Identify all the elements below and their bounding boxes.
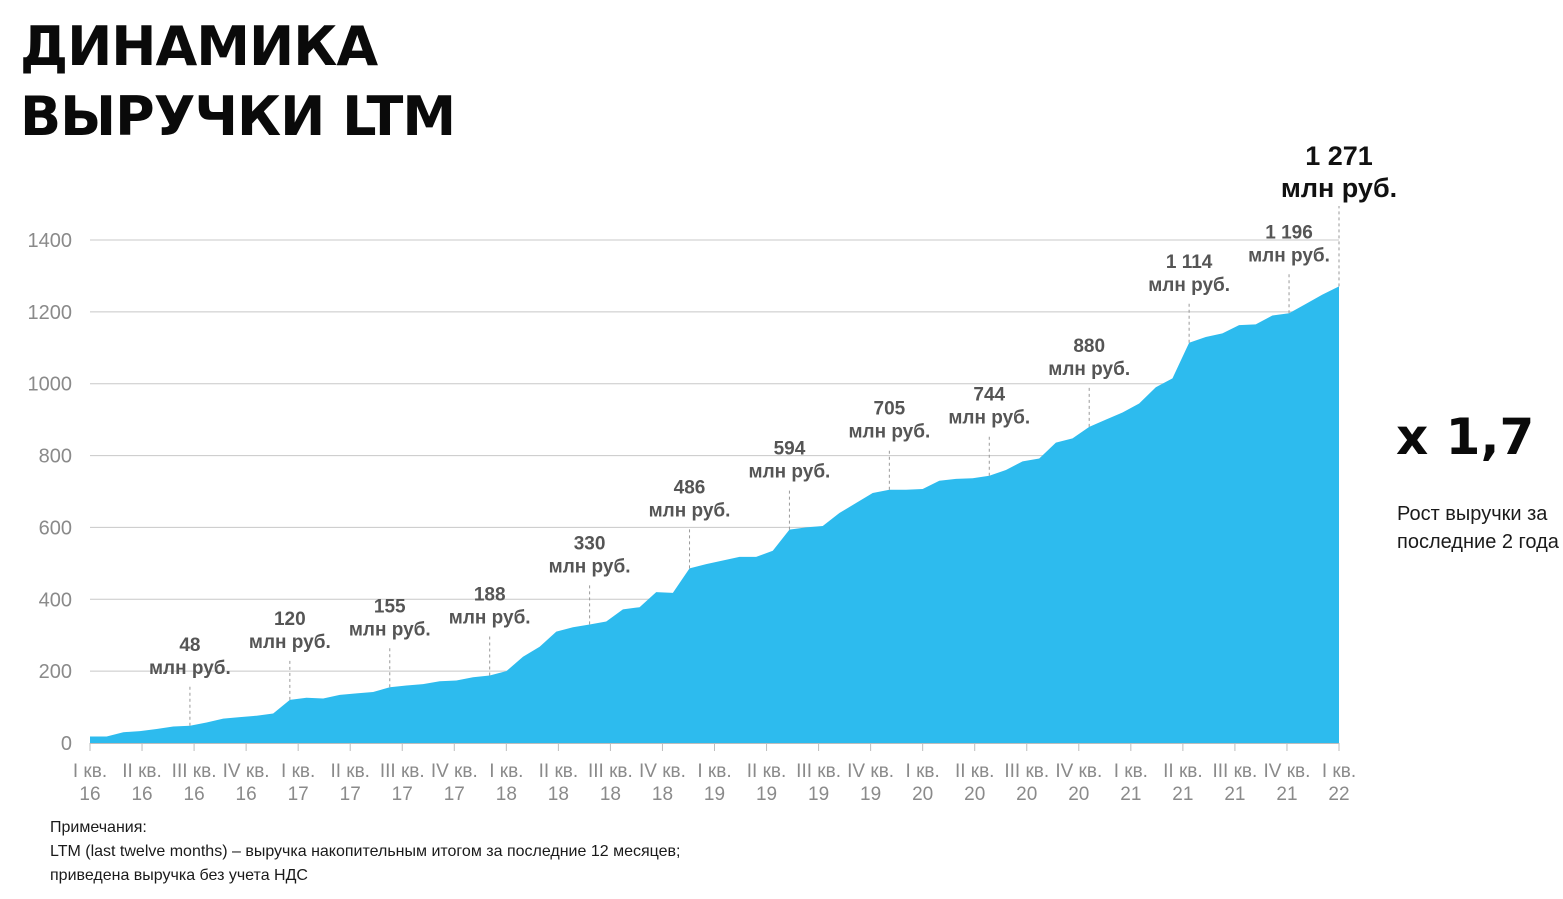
x-tick-year-21: 21 [1172, 784, 1193, 805]
chart-area-series [90, 286, 1339, 743]
callout-value-final: 1 271 [1305, 141, 1373, 171]
y-tick-label-1400: 1400 [28, 230, 73, 252]
x-tick-quarter-14: III кв. [796, 761, 841, 782]
x-tick-year-16: 20 [912, 784, 933, 805]
callout-unit-4: млн руб. [549, 556, 631, 577]
callout-value-7: 705 [874, 399, 906, 420]
revenue-area [90, 286, 1339, 743]
chart-y-axis: 0 200 400 600 800 1000 1200 1400 [28, 230, 73, 755]
callout-value-4: 330 [574, 533, 606, 554]
y-tick-label-1000: 1000 [28, 374, 73, 396]
x-tick-year-10: 18 [600, 784, 621, 805]
x-tick-quarter-20: I кв. [1114, 761, 1148, 782]
y-tick-label-600: 600 [39, 517, 72, 539]
callout-value-0: 48 [179, 635, 200, 656]
x-tick-year-13: 19 [756, 784, 777, 805]
callout-unit-3: млн руб. [449, 607, 531, 628]
x-tick-year-5: 17 [340, 784, 361, 805]
x-tick-quarter-17: II кв. [955, 761, 995, 782]
callout-unit-5: млн руб. [649, 500, 731, 521]
y-tick-label-0: 0 [61, 733, 72, 755]
callout-unit-9: млн руб. [1048, 359, 1130, 380]
footnotes: Примечания: LTM (last twelve months) – в… [50, 816, 680, 888]
callout-unit-2: млн руб. [349, 619, 431, 640]
callout-value-10: 1 114 [1166, 252, 1213, 273]
title-line-1: ДИНАМИКА [20, 15, 378, 78]
x-tick-quarter-11: IV кв. [639, 761, 686, 782]
callout-unit-final: млн руб. [1281, 173, 1397, 203]
notes-line-2: приведена выручка без учета НДС [50, 867, 308, 884]
x-tick-year-3: 16 [236, 784, 257, 805]
x-tick-quarter-18: III кв. [1004, 761, 1049, 782]
page-title: ДИНАМИКА ВЫРУЧКИ LTM [20, 12, 456, 152]
x-tick-year-8: 18 [496, 784, 517, 805]
x-tick-quarter-13: II кв. [747, 761, 787, 782]
callout-value-9: 880 [1073, 336, 1105, 357]
x-tick-quarter-0: I кв. [73, 761, 107, 782]
callout-unit-6: млн руб. [749, 462, 831, 483]
x-tick-quarter-10: III кв. [588, 761, 633, 782]
x-tick-quarter-5: II кв. [330, 761, 370, 782]
x-tick-year-19: 20 [1068, 784, 1089, 805]
callout-unit-1: млн руб. [249, 632, 331, 653]
x-tick-quarter-15: IV кв. [847, 761, 894, 782]
callout-unit-11: млн руб. [1248, 245, 1330, 266]
y-tick-label-200: 200 [39, 661, 72, 683]
callout-unit-10: млн руб. [1148, 275, 1230, 296]
y-tick-label-800: 800 [39, 446, 72, 468]
callout-value-6: 594 [774, 439, 806, 460]
x-tick-year-20: 21 [1120, 784, 1141, 805]
notes-heading: Примечания: [50, 819, 147, 836]
x-tick-year-17: 20 [964, 784, 985, 805]
x-tick-quarter-3: IV кв. [223, 761, 270, 782]
x-tick-quarter-1: II кв. [122, 761, 162, 782]
x-tick-year-7: 17 [444, 784, 465, 805]
y-tick-label-1200: 1200 [28, 302, 73, 324]
callout-value-8: 744 [973, 385, 1005, 406]
x-tick-year-9: 18 [548, 784, 569, 805]
x-tick-year-14: 19 [808, 784, 829, 805]
x-tick-quarter-22: III кв. [1213, 761, 1258, 782]
callout-value-3: 188 [474, 584, 506, 605]
x-tick-quarter-9: II кв. [539, 761, 579, 782]
x-tick-year-18: 20 [1016, 784, 1037, 805]
x-tick-year-6: 17 [392, 784, 413, 805]
x-tick-year-1: 16 [131, 784, 152, 805]
x-tick-quarter-8: I кв. [489, 761, 523, 782]
x-tick-year-23: 21 [1276, 784, 1297, 805]
title-line-2: ВЫРУЧКИ LTM [20, 85, 456, 148]
x-tick-year-0: 16 [79, 784, 100, 805]
notes-line-1: LTM (last twelve months) – выручка накоп… [50, 843, 681, 860]
growth-caption: Рост выручки за последние 2 года [1397, 503, 1559, 553]
x-tick-quarter-2: III кв. [172, 761, 217, 782]
callout-unit-7: млн руб. [848, 422, 930, 443]
x-tick-quarter-23: IV кв. [1263, 761, 1310, 782]
callout-unit-8: млн руб. [948, 408, 1030, 429]
x-tick-quarter-4: I кв. [281, 761, 315, 782]
x-tick-quarter-24: I кв. [1322, 761, 1356, 782]
callout-value-11: 1 196 [1265, 222, 1313, 243]
x-tick-year-4: 17 [288, 784, 309, 805]
callout-unit-0: млн руб. [149, 658, 231, 679]
x-tick-year-2: 16 [184, 784, 205, 805]
y-tick-label-400: 400 [39, 589, 72, 611]
x-tick-year-15: 19 [860, 784, 881, 805]
x-tick-year-24: 22 [1328, 784, 1349, 805]
x-tick-quarter-21: II кв. [1163, 761, 1203, 782]
x-tick-quarter-6: III кв. [380, 761, 425, 782]
x-tick-year-11: 18 [652, 784, 673, 805]
x-tick-quarter-16: I кв. [906, 761, 940, 782]
growth-multiplier: х 1,7 [1396, 408, 1535, 466]
x-tick-quarter-19: IV кв. [1055, 761, 1102, 782]
callout-value-1: 120 [274, 609, 306, 630]
callout-value-2: 155 [374, 596, 406, 617]
x-tick-year-12: 19 [704, 784, 725, 805]
x-tick-quarter-7: IV кв. [431, 761, 478, 782]
x-tick-year-22: 21 [1224, 784, 1245, 805]
x-tick-quarter-12: I кв. [697, 761, 731, 782]
callout-value-5: 486 [674, 477, 706, 498]
